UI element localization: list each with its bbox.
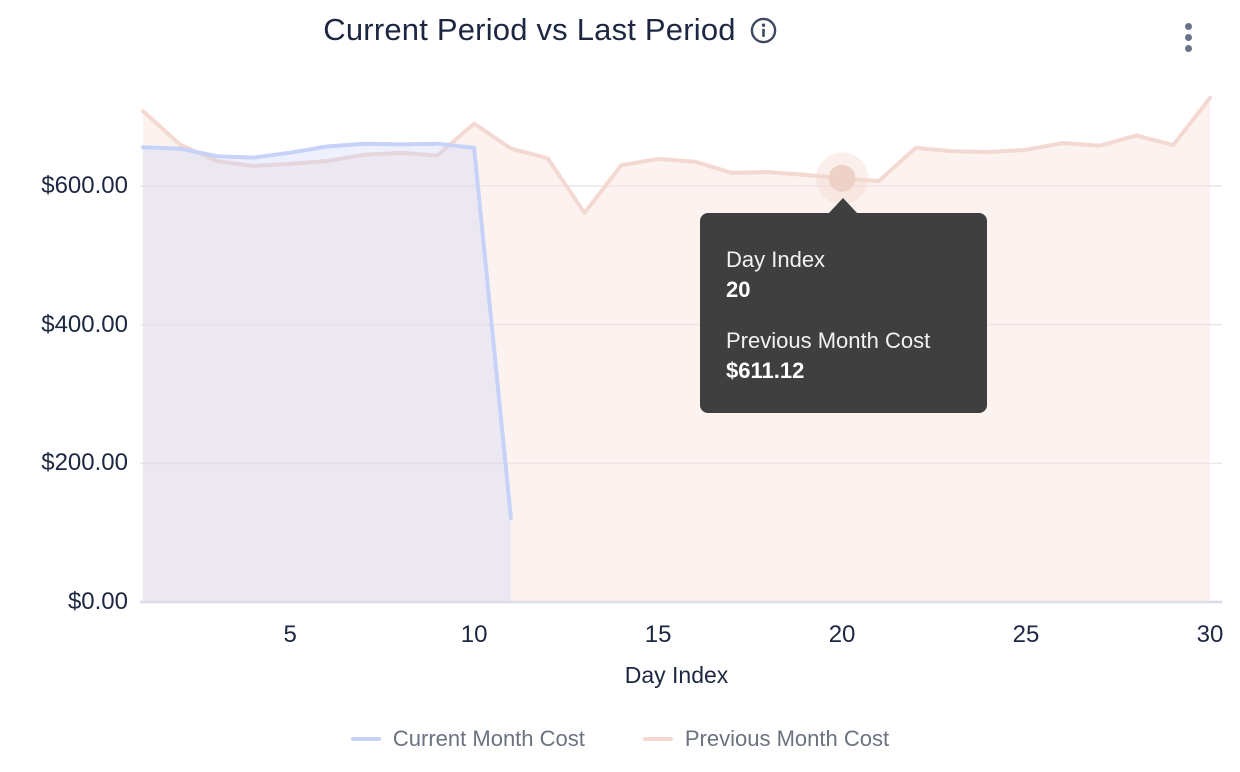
x-tick-label: 25 (1012, 621, 1040, 648)
chart-legend: Current Month Cost Previous Month Cost (0, 726, 1240, 752)
previous-month-line (141, 95, 1212, 215)
x-axis-title: Day Index (624, 662, 729, 688)
tooltip-series-group: Previous Month Cost $611.12 (726, 326, 961, 386)
kebab-dot (1184, 44, 1192, 52)
x-tick-label: 20 (828, 621, 856, 648)
legend-swatch-current (350, 737, 381, 741)
tooltip-series-label: Previous Month Cost (726, 328, 931, 353)
tooltip-series-value: $611.12 (726, 358, 805, 383)
kebab-dot (1184, 33, 1192, 41)
x-tick-label: 10 (460, 621, 488, 648)
current-month-line (141, 141, 513, 521)
chart-header: Current Period vs Last Period (0, 12, 1100, 48)
tooltip-x-value: 20 (726, 277, 751, 302)
y-tick-label: $600.00 (41, 172, 128, 199)
kebab-menu-icon[interactable] (1176, 18, 1200, 56)
chart-title: Current Period vs Last Period (323, 12, 736, 47)
kebab-dot (1184, 22, 1192, 30)
legend-swatch-previous (642, 737, 673, 741)
current-month-area (143, 143, 511, 602)
hover-point[interactable] (828, 164, 856, 192)
x-tick-label: 15 (644, 621, 672, 648)
y-tick-label: $0.00 (67, 588, 128, 615)
y-tick-label: $200.00 (41, 449, 128, 477)
tooltip-x-label: Day Index (726, 247, 826, 272)
legend-item-previous-month[interactable]: Previous Month Cost (642, 726, 890, 752)
legend-label: Previous Month Cost (684, 726, 890, 751)
x-tick-label: 30 (1196, 621, 1224, 648)
chart-tooltip: Day Index 20 Previous Month Cost $611.12 (700, 198, 987, 413)
tooltip-x-group: Day Index 20 (726, 245, 961, 305)
x-tick-label: 5 (283, 621, 297, 648)
gridlines (140, 185, 1222, 604)
info-icon[interactable] (750, 17, 777, 44)
y-tick-label: $400.00 (41, 310, 128, 338)
legend-label: Current Month Cost (392, 726, 585, 751)
legend-item-current-month[interactable]: Current Month Cost (350, 726, 585, 752)
